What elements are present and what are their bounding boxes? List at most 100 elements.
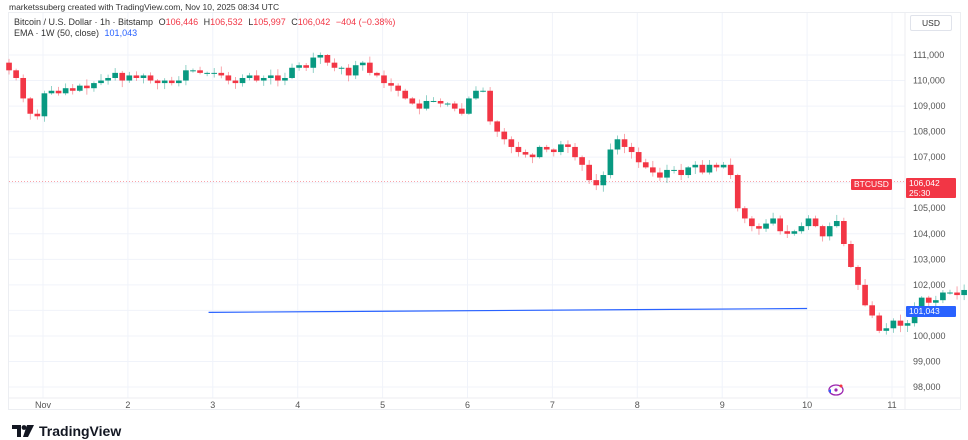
candle <box>727 158 734 179</box>
candle <box>168 76 175 86</box>
price-tick-label: 110,000 <box>913 76 945 86</box>
candle <box>756 223 762 235</box>
candle <box>423 95 430 111</box>
candle <box>140 73 147 84</box>
candle <box>76 83 83 93</box>
candle <box>593 174 600 191</box>
candle <box>211 68 218 78</box>
candle <box>395 83 401 97</box>
candle <box>812 215 819 228</box>
candle <box>20 74 27 103</box>
price-tick-label: 99,000 <box>913 356 941 366</box>
candle <box>579 155 585 171</box>
candle <box>374 71 380 78</box>
candle <box>685 166 692 179</box>
candle <box>791 229 798 236</box>
candle <box>628 142 635 159</box>
time-tick-label: 3 <box>210 400 215 410</box>
candle <box>197 66 203 75</box>
candle <box>770 212 776 226</box>
candle <box>657 167 663 181</box>
candle <box>289 63 295 80</box>
candle <box>508 136 515 154</box>
candle <box>897 314 904 333</box>
tradingview-logo-icon <box>12 425 34 437</box>
candle <box>515 141 522 157</box>
candle <box>862 279 868 307</box>
time-tick-label: 8 <box>635 400 640 410</box>
candle <box>253 70 260 83</box>
candle <box>246 72 253 81</box>
symbol-legend-row[interactable]: Bitcoin / U.S. Dollar · 1h · Bitstamp O1… <box>14 17 398 28</box>
candle <box>6 58 12 75</box>
candle <box>260 75 267 86</box>
candle <box>883 323 890 335</box>
price-tick-label: 98,000 <box>913 382 941 392</box>
candle <box>239 74 246 87</box>
symbol-price-tag: BTCUSD <box>851 179 892 190</box>
candle <box>91 81 97 92</box>
candle <box>777 215 784 235</box>
ema-legend-row[interactable]: EMA · 1W (50, close) 101,043 <box>14 28 398 39</box>
candle <box>190 68 196 73</box>
candle <box>69 84 76 95</box>
candle <box>55 86 62 96</box>
time-tick-label: 10 <box>802 400 812 410</box>
candle <box>359 60 366 71</box>
candle <box>607 143 614 179</box>
candle <box>232 77 239 89</box>
candle <box>119 70 126 88</box>
bar-countdown: 25:30 <box>909 188 931 198</box>
candle <box>572 142 578 161</box>
time-tick-label: Nov <box>35 400 52 410</box>
time-tick-label: 4 <box>295 400 300 410</box>
candle <box>204 71 210 77</box>
ema-line[interactable] <box>208 307 808 313</box>
candle <box>48 86 55 95</box>
ema-indicator-title[interactable]: EMA · 1W (50, close) <box>14 28 100 38</box>
candle <box>642 158 649 169</box>
candle <box>671 166 677 174</box>
candle <box>126 71 133 83</box>
ema-indicator-value: 101,043 <box>104 28 138 38</box>
candle <box>296 62 302 71</box>
candle <box>275 69 281 87</box>
candle <box>664 164 670 184</box>
candle <box>487 87 493 125</box>
candle <box>473 86 479 100</box>
ohlc-low: L105,997 <box>248 17 286 27</box>
price-tick-label: 105,000 <box>913 203 946 213</box>
candle <box>600 171 607 192</box>
candle <box>699 160 706 175</box>
replay-icon[interactable] <box>826 382 846 398</box>
candle <box>437 98 444 108</box>
candle <box>713 162 720 172</box>
currency-button[interactable]: USD <box>910 15 952 31</box>
candle <box>855 265 861 290</box>
tradingview-branding[interactable]: TradingView <box>12 423 121 439</box>
candle <box>876 312 883 334</box>
candle <box>218 66 225 79</box>
ohlc-high: H106,532 <box>203 17 243 27</box>
chart-credit: marketssuberg created with TradingView.c… <box>9 2 280 12</box>
candle <box>565 140 571 154</box>
candle <box>819 224 826 242</box>
candle <box>352 60 359 80</box>
candle <box>112 68 118 81</box>
candle <box>798 222 805 234</box>
time-tick-label: 7 <box>550 400 555 410</box>
candle <box>501 128 508 145</box>
candle <box>388 78 394 92</box>
candle <box>84 79 90 95</box>
candle <box>451 101 458 112</box>
candle <box>267 69 274 85</box>
price-tick-label: 104,000 <box>913 229 946 239</box>
candle <box>282 72 288 86</box>
candle <box>904 320 911 333</box>
candle <box>176 76 182 87</box>
candle <box>784 225 791 238</box>
candle <box>734 173 741 212</box>
symbol-title[interactable]: Bitcoin / U.S. Dollar · 1h · Bitstamp <box>14 17 154 27</box>
candle <box>749 216 755 232</box>
